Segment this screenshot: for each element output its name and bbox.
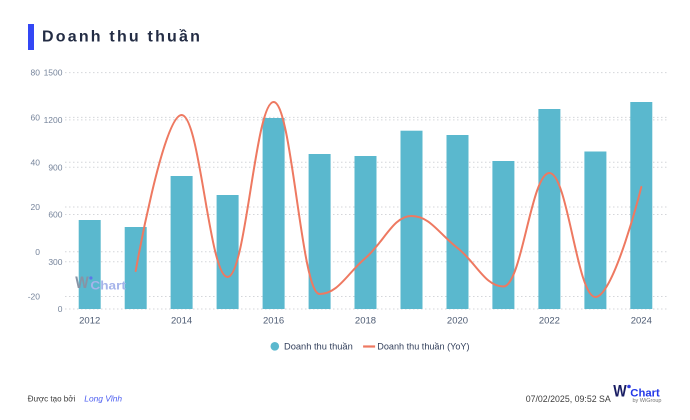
svg-text:Doanh thu thuần: Doanh thu thuần [42,29,202,46]
svg-text:-20: -20 [28,292,41,302]
svg-text:1200: 1200 [44,115,63,125]
svg-text:40: 40 [31,157,41,167]
svg-text:Được tạo bởi: Được tạo bởi [28,395,76,404]
svg-text:W: W [613,382,627,401]
svg-text:80: 80 [31,68,41,78]
svg-text:0: 0 [35,247,40,257]
svg-text:2022: 2022 [539,315,560,326]
svg-text:0: 0 [58,304,63,314]
svg-text:1500: 1500 [44,68,63,78]
svg-text:2024: 2024 [631,315,652,326]
svg-text:2012: 2012 [79,315,100,326]
svg-text:2016: 2016 [263,315,284,326]
svg-text:W: W [75,273,89,292]
svg-text:2018: 2018 [355,315,376,326]
svg-text:Doanh thu thuần: Doanh thu thuần [284,342,353,352]
svg-text:by WiGroup: by WiGroup [632,398,661,404]
svg-text:20: 20 [31,202,41,212]
svg-text:2020: 2020 [447,315,468,326]
svg-text:900: 900 [48,162,62,172]
svg-text:600: 600 [48,210,62,220]
svg-text:2014: 2014 [171,315,192,326]
svg-text:Chart: Chart [90,278,126,292]
svg-text:Chart: Chart [630,388,660,400]
svg-text:Long Vĩnh: Long Vĩnh [84,394,122,404]
svg-text:07/02/2025, 09:52 SA: 07/02/2025, 09:52 SA [526,394,611,404]
svg-text:Doanh thu thuần (YoY): Doanh thu thuần (YoY) [377,342,469,352]
svg-text:60: 60 [31,113,41,123]
svg-text:300: 300 [48,257,62,267]
